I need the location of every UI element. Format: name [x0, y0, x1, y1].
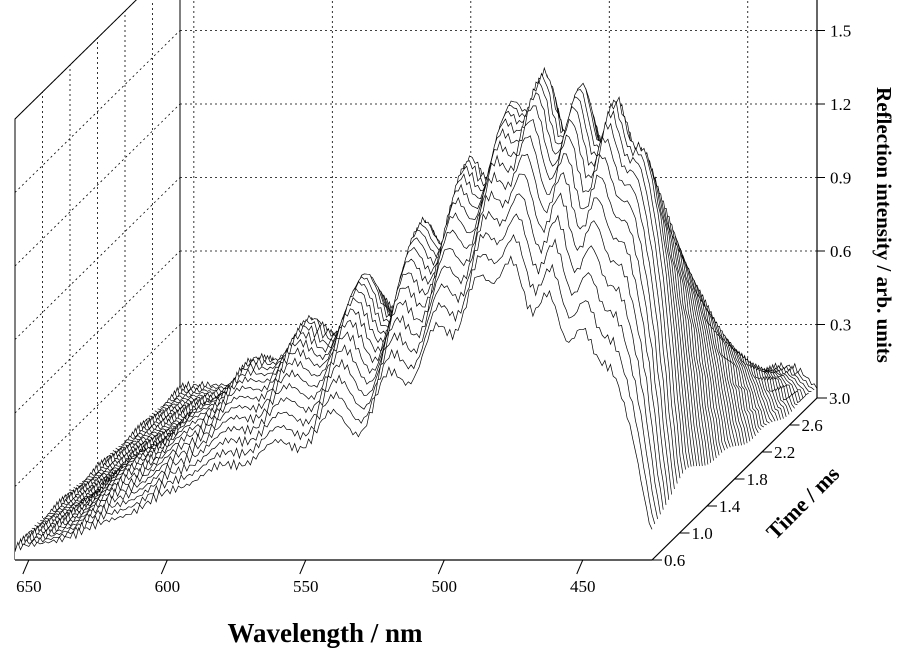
series-line	[17, 234, 656, 549]
x-tick	[160, 559, 168, 575]
series-line	[45, 72, 684, 518]
left-grid-h	[14, 0, 137, 120]
z-tick-label: 0.9	[830, 169, 851, 188]
left-grid-h	[14, 30, 181, 193]
series-line	[42, 80, 681, 520]
x-axis-title: Wavelength / nm	[227, 618, 423, 648]
ticks-layer: 650 600 550 500 450 0.6 1.0 1.4 1.8 2.2 2.6 3.0 0.3 0…	[16, 22, 851, 597]
series-line	[40, 92, 678, 522]
time-tick-label: 1.8	[747, 470, 768, 489]
x-tick	[576, 559, 584, 575]
time-tick-label: 0.6	[664, 551, 685, 570]
x-tick-label: 550	[293, 577, 319, 596]
z-axis-title: Reflection intensity / arb. units	[872, 87, 896, 363]
series-line	[20, 213, 658, 547]
x-tick	[437, 559, 445, 575]
series-line	[48, 66, 686, 516]
time-tick-label: 3.0	[829, 389, 850, 408]
series-line	[37, 105, 675, 525]
x-tick-label: 450	[570, 577, 596, 596]
x-tick-label: 500	[432, 577, 458, 596]
time-tick-label: 1.0	[692, 524, 713, 543]
time-tick-label: 2.2	[774, 443, 795, 462]
x-tick-label: 650	[16, 577, 42, 596]
series-line	[34, 118, 672, 528]
series-fill	[15, 256, 652, 560]
time-tick-label: 1.4	[719, 497, 741, 516]
series-line	[14, 255, 653, 552]
x-tick	[22, 559, 30, 575]
series-line	[31, 135, 670, 532]
series-layer	[14, 66, 818, 560]
z-tick-label: 1.2	[830, 95, 851, 114]
time-tick-label: 2.6	[802, 416, 823, 435]
z-tick-label: 0.6	[830, 242, 851, 261]
series-line	[28, 153, 667, 536]
z-tick-label: 0.3	[830, 316, 851, 335]
series-line	[25, 173, 664, 540]
series-line	[23, 193, 661, 544]
z-tick-label: 1.5	[830, 22, 851, 41]
y-axis-title: Time / ms	[761, 461, 844, 544]
x-tick	[299, 559, 307, 575]
left-grid-h	[14, 103, 181, 267]
x-tick-label: 600	[155, 577, 181, 596]
left-grid-h	[14, 324, 181, 487]
